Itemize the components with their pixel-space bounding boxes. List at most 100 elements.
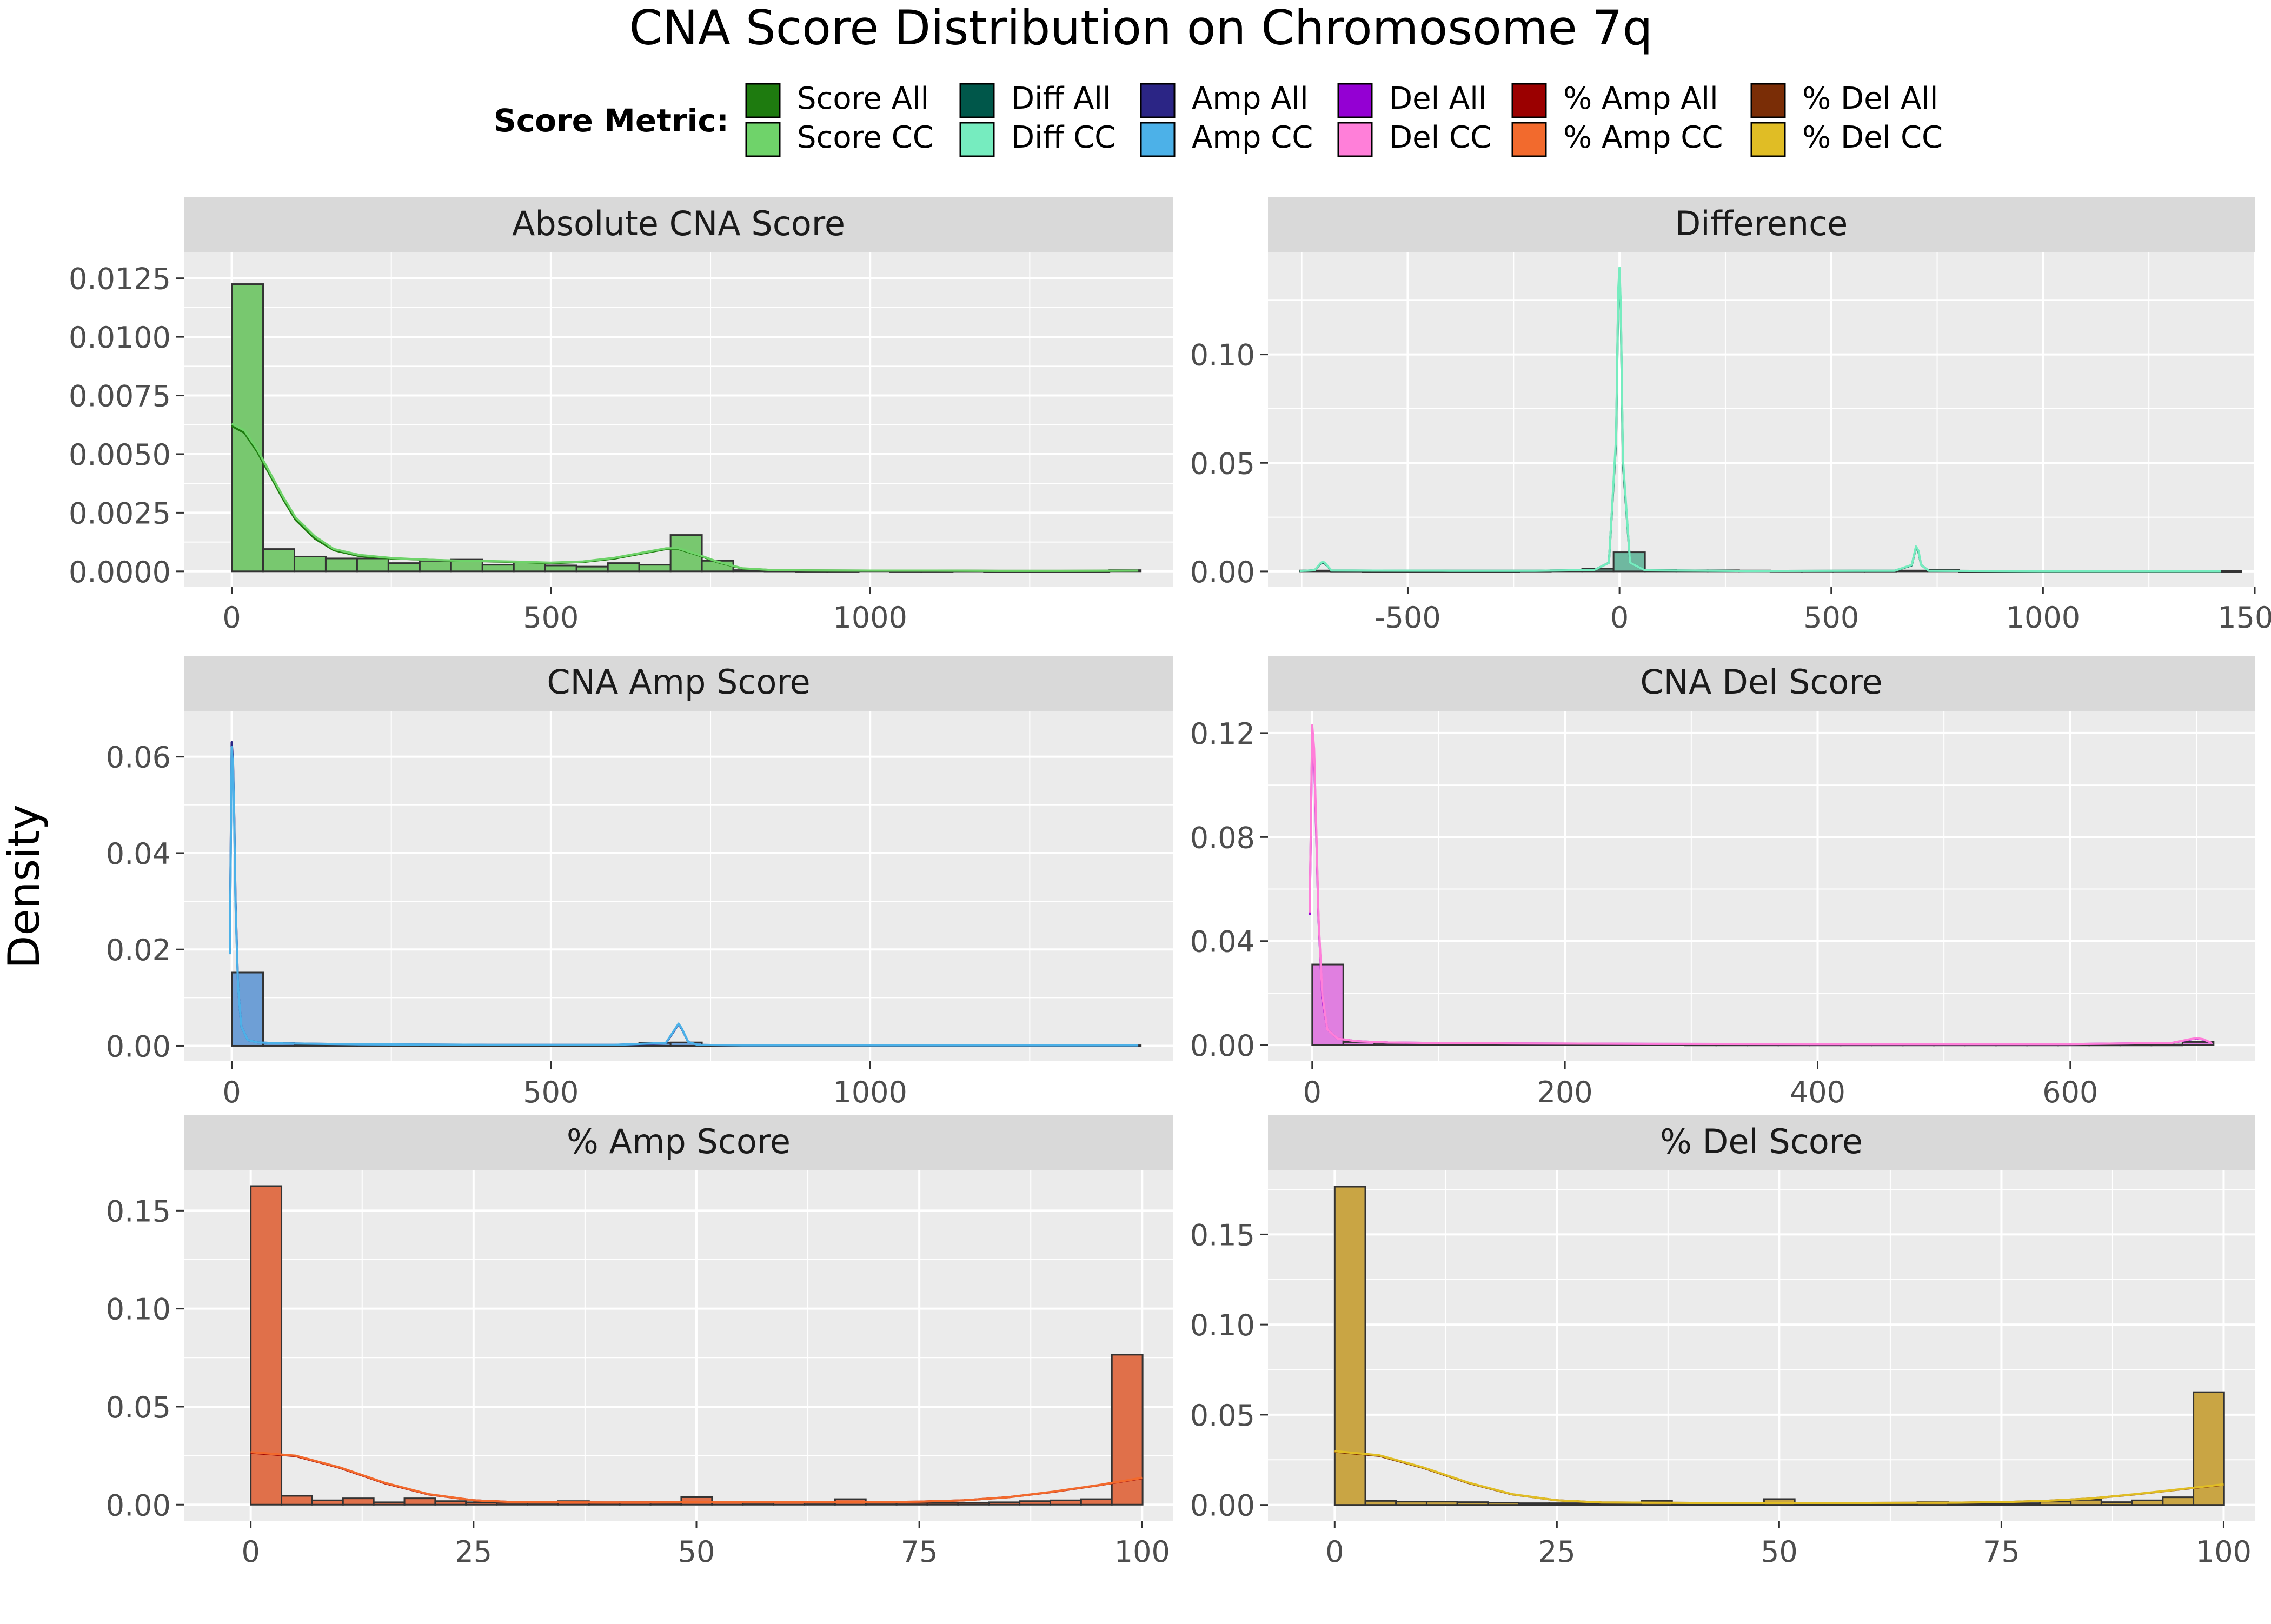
density-line-1 xyxy=(1299,267,2221,573)
histogram-bar xyxy=(1895,569,1929,573)
x-tick-label: 75 xyxy=(901,1535,938,1569)
plot-background xyxy=(184,252,1173,587)
x-tick-label: 0 xyxy=(222,601,241,635)
y-tick-label: 0.00 xyxy=(106,1488,171,1522)
facet-title: CNA Del Score xyxy=(1640,662,1882,702)
histogram-bar xyxy=(575,565,609,573)
histogram-bar xyxy=(2100,1501,2133,1506)
y-tick-label: 0.0125 xyxy=(69,262,171,296)
y-tick-label: 0.06 xyxy=(106,741,171,775)
y-tick-label: 0.05 xyxy=(1190,1399,1255,1433)
histogram-bar xyxy=(1977,1502,2010,1506)
x-tick-label: 1000 xyxy=(833,601,907,635)
histogram-bar xyxy=(373,1501,406,1506)
facet-strip xyxy=(1268,1115,2255,1170)
x-tick-label: 100 xyxy=(1114,1535,1170,1569)
legend-key-3 xyxy=(959,122,995,157)
histogram-bar xyxy=(311,1499,344,1506)
legend-title: Score Metric: xyxy=(494,102,729,139)
x-tick-label: 600 xyxy=(2042,1075,2098,1109)
density-lines xyxy=(1299,267,2221,573)
legend-label-5: Amp CC xyxy=(1192,120,1313,155)
histogram-bar xyxy=(403,1497,436,1506)
y-tick-label: 0.15 xyxy=(1190,1218,1255,1252)
legend-label-4: Amp All xyxy=(1192,81,1309,116)
y-tick-label: 0.0025 xyxy=(69,496,171,530)
y-tick-label: 0.0100 xyxy=(69,321,171,355)
legend-key-11 xyxy=(1750,122,1786,157)
legend-key-4 xyxy=(1140,83,1176,118)
x-tick-label: 0 xyxy=(1610,601,1629,635)
histogram-bar xyxy=(2150,1043,2183,1047)
y-tick-label: 0.0075 xyxy=(69,380,171,414)
facet-title: % Amp Score xyxy=(567,1122,791,1161)
legend-label-0: Score All xyxy=(797,81,929,116)
x-tick-label: 50 xyxy=(678,1535,715,1569)
facet-panels: Absolute CNA Score0.00000.00250.00500.00… xyxy=(69,197,2271,1569)
x-tick-label: 50 xyxy=(1761,1535,1798,1569)
legend-label-2: Diff All xyxy=(1011,81,1111,116)
histogram-bar xyxy=(419,560,452,573)
y-tick-label: 0.10 xyxy=(1190,1308,1255,1342)
histogram-bar xyxy=(281,1495,313,1506)
panel-5: % Del Score 0.00 0.05 0.10 0.15 0 25 50 75 100 xyxy=(1190,1115,2255,1569)
x-tick-label: 500 xyxy=(523,601,579,635)
histogram-bar xyxy=(2039,1501,2072,1506)
legend-key-9 xyxy=(1511,122,1547,157)
histogram-bar xyxy=(231,971,264,1047)
x-tick-label: -500 xyxy=(1374,601,1441,635)
histogram-bar xyxy=(2181,1041,2215,1046)
histogram-bar xyxy=(2162,1496,2195,1506)
plot-background xyxy=(1268,711,2255,1061)
y-tick-label: 0.0050 xyxy=(69,438,171,472)
legend-label-3: Diff CC xyxy=(1011,120,1115,155)
x-tick-label: 500 xyxy=(523,1075,579,1109)
x-tick-label: 1000 xyxy=(833,1075,907,1109)
histogram-bar xyxy=(1019,1500,1051,1506)
facet-title: CNA Amp Score xyxy=(547,662,810,702)
y-tick-label: 0.10 xyxy=(1190,338,1255,372)
density-line-1 xyxy=(229,746,1139,1047)
x-tick-label: 0 xyxy=(241,1535,260,1569)
histogram-bar xyxy=(638,564,672,573)
density-lines xyxy=(231,422,1139,572)
histogram-bar xyxy=(1311,963,1344,1046)
x-tick-label: 100 xyxy=(2196,1535,2252,1569)
y-tick-label: 0.10 xyxy=(106,1293,171,1327)
histogram-bar xyxy=(2008,1502,2041,1506)
panel-3: CNA Del Score 0.00 0.04 0.08 0.12 0 200 400 600 xyxy=(1190,656,2255,1109)
histogram-bar xyxy=(2070,1499,2102,1506)
density-line-1 xyxy=(231,422,1139,572)
legend-key-10 xyxy=(1750,83,1786,118)
y-tick-label: 0.00 xyxy=(106,1029,171,1063)
histogram-bar xyxy=(1518,1502,1550,1506)
density-lines xyxy=(250,1451,1143,1504)
histogram-bar xyxy=(1395,1501,1427,1506)
facet-strip xyxy=(184,1115,1173,1170)
y-tick-label: 0.00 xyxy=(1190,1029,1255,1063)
legend-label-6: Del All xyxy=(1389,81,1486,116)
plot-background xyxy=(1268,252,2255,587)
legend-key-2 xyxy=(959,83,995,118)
histogram-bar xyxy=(1425,1501,1458,1506)
histogram-bar xyxy=(1080,1498,1113,1506)
legend-label-7: Del CC xyxy=(1389,120,1491,155)
density-line-1 xyxy=(250,1451,1143,1504)
histogram-bar xyxy=(680,1496,713,1506)
x-tick-label: 0 xyxy=(1325,1535,1344,1569)
histogram-bar xyxy=(1364,1500,1397,1506)
y-tick-label: 0.12 xyxy=(1190,717,1255,751)
facet-strip xyxy=(1268,197,2255,252)
histogram-bar xyxy=(1487,1502,1520,1506)
x-tick-label: 400 xyxy=(1790,1075,1845,1109)
x-tick-label: 0 xyxy=(1303,1075,1322,1109)
figure-title: CNA Score Distribution on Chromosome 7q xyxy=(629,0,1652,56)
y-tick-label: 0.08 xyxy=(1190,821,1255,855)
histogram-bar xyxy=(324,557,358,573)
x-tick-label: 75 xyxy=(1983,1535,2020,1569)
histogram-bar xyxy=(2131,1499,2164,1506)
legend-label-10: % Del All xyxy=(1802,81,1938,116)
histogram-bar xyxy=(607,562,640,573)
